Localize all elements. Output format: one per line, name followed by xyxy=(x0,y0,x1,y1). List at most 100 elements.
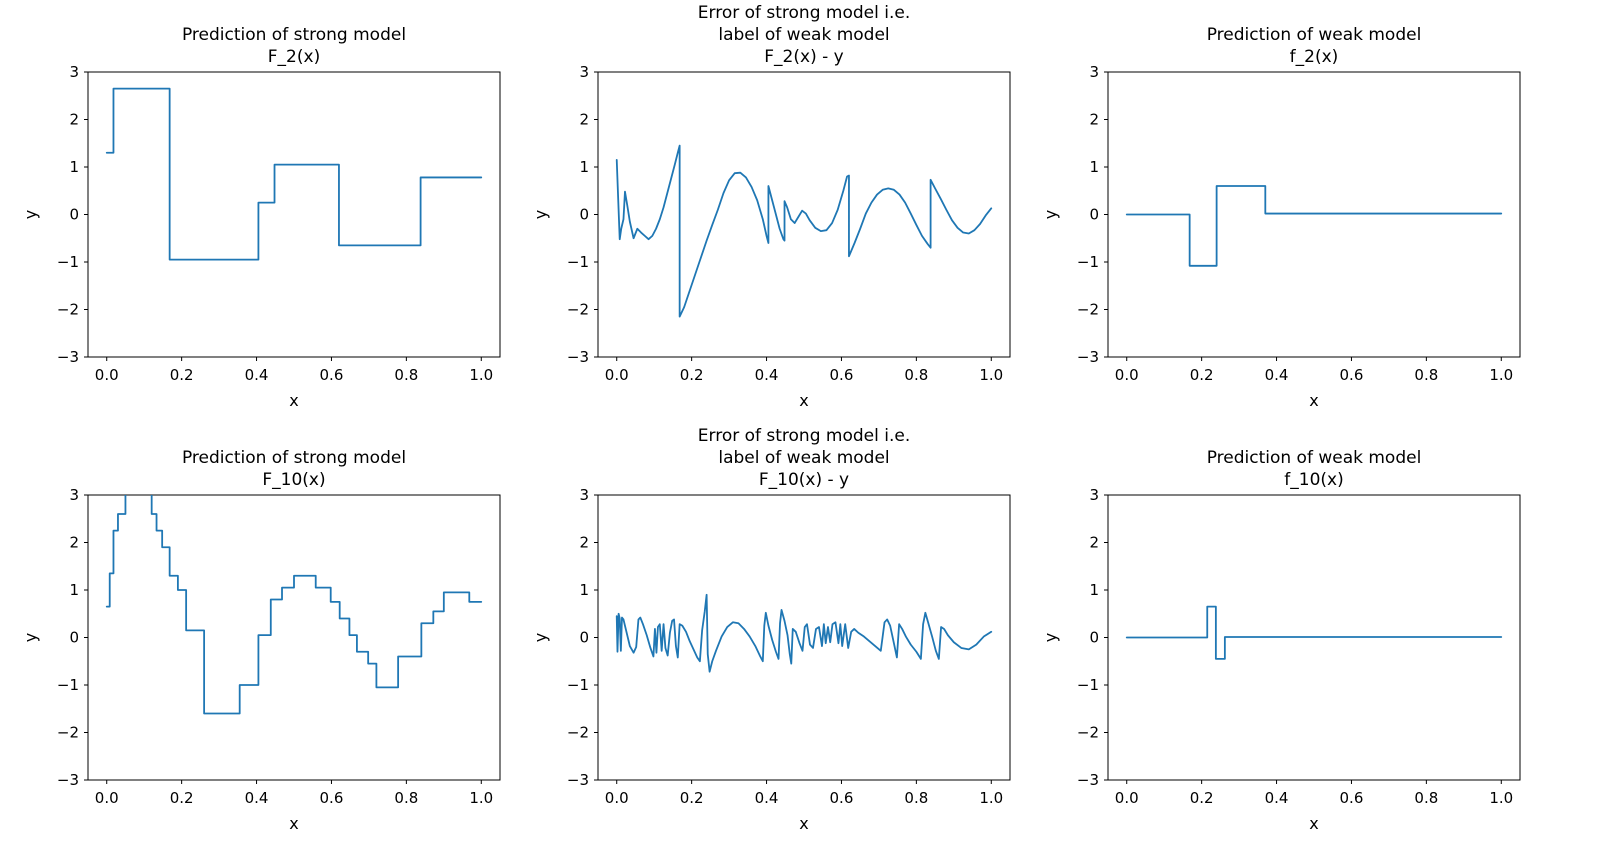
y-tick-label: 0 xyxy=(579,629,589,647)
x-axis-label: x xyxy=(1309,814,1318,833)
y-axis-label: y xyxy=(1041,210,1060,219)
subplot-title-line: Prediction of weak model xyxy=(1207,25,1422,45)
x-tick-label: 0.2 xyxy=(170,366,194,384)
x-tick-label: 0.6 xyxy=(830,366,854,384)
y-tick-label: −1 xyxy=(1077,676,1099,694)
x-tick-label: 0.2 xyxy=(680,366,704,384)
y-tick-label: −2 xyxy=(567,301,589,319)
y-tick-label: 0 xyxy=(1089,629,1099,647)
y-tick-label: −2 xyxy=(57,724,79,742)
x-tick-label: 0.4 xyxy=(245,366,269,384)
x-tick-label: 0.0 xyxy=(1115,366,1139,384)
y-tick-label: 3 xyxy=(1089,63,1099,81)
y-axis-label: y xyxy=(531,633,550,642)
y-tick-label: 0 xyxy=(69,629,79,647)
y-tick-label: −3 xyxy=(1077,771,1099,789)
x-axis-label: x xyxy=(799,814,808,833)
x-tick-label: 0.0 xyxy=(95,789,119,807)
x-tick-label: 0.6 xyxy=(1340,366,1364,384)
plot-line xyxy=(1125,185,1503,267)
x-tick-label: 1.0 xyxy=(979,789,1003,807)
y-tick-label: −2 xyxy=(1077,301,1099,319)
subplot-title-line: F_10(x) xyxy=(262,470,325,490)
subplot-title-line: f_10(x) xyxy=(1284,470,1343,490)
x-tick-label: 0.0 xyxy=(605,789,629,807)
y-tick-label: −1 xyxy=(57,253,79,271)
y-tick-label: 1 xyxy=(1089,581,1099,599)
x-axis-label: x xyxy=(289,391,298,410)
y-tick-label: 1 xyxy=(579,581,589,599)
subplot-title-line: Error of strong model i.e. xyxy=(698,426,910,446)
x-tick-label: 1.0 xyxy=(1489,366,1513,384)
y-tick-label: −3 xyxy=(57,771,79,789)
y-axis-label: y xyxy=(1041,633,1060,642)
x-tick-label: 0.4 xyxy=(245,789,269,807)
x-tick-label: 0.2 xyxy=(1190,789,1214,807)
y-tick-label: 2 xyxy=(579,111,589,129)
x-tick-label: 0.6 xyxy=(320,366,344,384)
y-tick-label: 2 xyxy=(1089,534,1099,552)
x-tick-label: 0.6 xyxy=(830,789,854,807)
y-tick-label: −2 xyxy=(567,724,589,742)
x-tick-label: 0.8 xyxy=(904,789,928,807)
x-axis-label: x xyxy=(799,391,808,410)
plot-line xyxy=(615,144,993,318)
x-tick-label: 0.2 xyxy=(1190,366,1214,384)
y-tick-label: 3 xyxy=(69,63,79,81)
y-tick-label: −2 xyxy=(1077,724,1099,742)
x-tick-label: 0.8 xyxy=(904,366,928,384)
x-tick-label: 0.8 xyxy=(1414,366,1438,384)
y-tick-label: −1 xyxy=(567,253,589,271)
y-tick-label: 2 xyxy=(69,111,79,129)
y-tick-label: 2 xyxy=(69,534,79,552)
subplot-F_2_error: Error of strong model i.e.label of weak … xyxy=(531,3,1011,410)
x-tick-label: 1.0 xyxy=(469,366,493,384)
y-tick-label: −1 xyxy=(567,676,589,694)
x-tick-label: 0.0 xyxy=(1115,789,1139,807)
subplot-F_10_error: Error of strong model i.e.label of weak … xyxy=(531,426,1011,833)
y-tick-label: −3 xyxy=(567,348,589,366)
subplot-title-line: Error of strong model i.e. xyxy=(698,3,910,23)
y-axis-label: y xyxy=(21,633,40,642)
x-tick-label: 0.4 xyxy=(755,366,779,384)
y-tick-label: 0 xyxy=(69,206,79,224)
subplot-title-line: label of weak model xyxy=(718,448,889,468)
y-tick-label: −1 xyxy=(57,676,79,694)
x-axis-label: x xyxy=(289,814,298,833)
y-tick-label: 1 xyxy=(1089,158,1099,176)
y-tick-label: −1 xyxy=(1077,253,1099,271)
x-tick-label: 0.4 xyxy=(1265,789,1289,807)
y-tick-label: 3 xyxy=(579,486,589,504)
y-tick-label: 2 xyxy=(1089,111,1099,129)
subplot-title-line: F_10(x) - y xyxy=(759,470,849,490)
subplot-title-line: Prediction of strong model xyxy=(182,448,406,468)
x-tick-label: 1.0 xyxy=(1489,789,1513,807)
y-tick-label: 3 xyxy=(1089,486,1099,504)
y-tick-label: 2 xyxy=(579,534,589,552)
x-tick-label: 0.6 xyxy=(320,789,344,807)
x-tick-label: 0.8 xyxy=(1414,789,1438,807)
subplot-title-line: f_2(x) xyxy=(1290,47,1339,67)
plot-line xyxy=(1125,605,1503,660)
x-tick-label: 0.8 xyxy=(394,366,418,384)
x-tick-label: 1.0 xyxy=(469,789,493,807)
x-tick-label: 0.2 xyxy=(680,789,704,807)
y-axis-label: y xyxy=(531,210,550,219)
y-tick-label: −3 xyxy=(567,771,589,789)
plot-line xyxy=(105,495,483,715)
subplot-title-line: Prediction of weak model xyxy=(1207,448,1422,468)
plot-line xyxy=(105,87,483,261)
y-tick-label: −2 xyxy=(57,301,79,319)
x-tick-label: 1.0 xyxy=(979,366,1003,384)
y-tick-label: 0 xyxy=(579,206,589,224)
subplot-title-line: label of weak model xyxy=(718,25,889,45)
x-tick-label: 0.4 xyxy=(755,789,779,807)
plot-line xyxy=(615,593,993,673)
x-axis-label: x xyxy=(1309,391,1318,410)
